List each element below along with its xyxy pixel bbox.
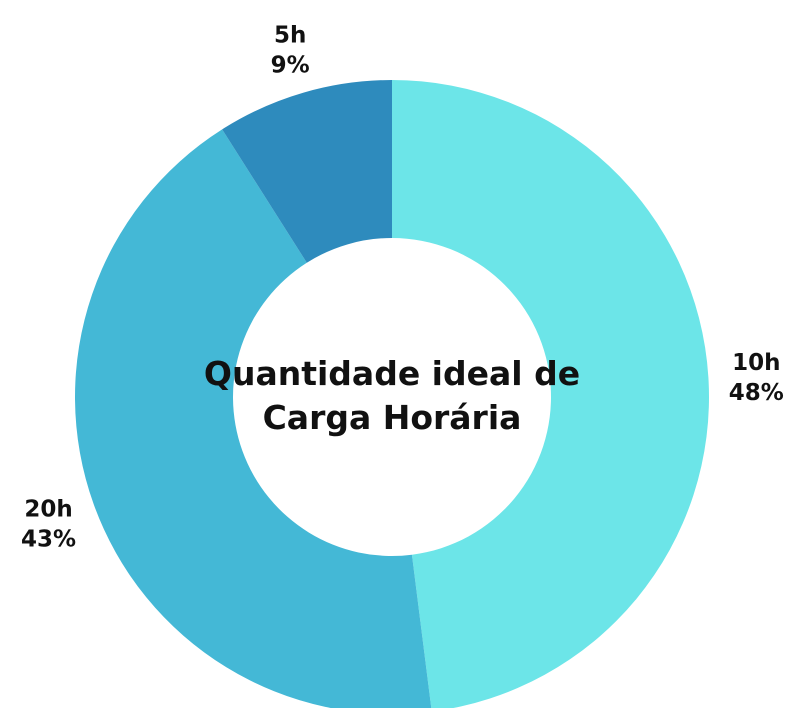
slice-value: 43% (21, 527, 76, 553)
slice-category: 5h (274, 22, 306, 48)
slice (222, 80, 392, 263)
slice-category: 20h (24, 497, 72, 523)
slice-category: 10h (732, 350, 780, 376)
chart-title: Quantidade ideal de Carga Horária (203, 354, 581, 437)
slice (75, 129, 432, 708)
slice-value: 48% (729, 380, 784, 406)
slice (392, 80, 709, 708)
slice-value: 9% (271, 52, 310, 78)
